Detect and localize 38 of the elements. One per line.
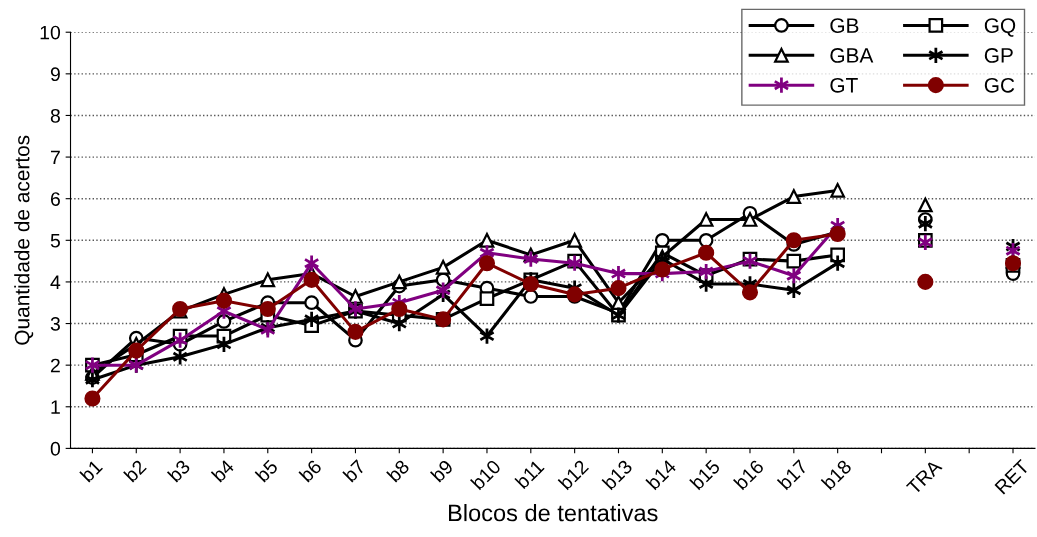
legend-label: GT xyxy=(830,77,858,93)
y-tick-label: 2 xyxy=(50,358,60,373)
y-tick-label: 6 xyxy=(50,192,60,206)
x-tick-label: b15 xyxy=(689,458,721,491)
y-tick-label: 1 xyxy=(51,400,60,414)
x-tick-label: b8 xyxy=(386,458,411,483)
legend-label: GB xyxy=(830,18,859,33)
y-tick-label: 5 xyxy=(50,233,60,248)
x-tick-label: b4 xyxy=(210,458,235,483)
y-axis-title: Quantidade de acertos xyxy=(14,135,34,345)
x-tick-label: TRA xyxy=(905,458,943,496)
legend-label: GQ xyxy=(984,18,1016,37)
x-tick-label: b3 xyxy=(166,458,191,483)
x-tick-label: b14 xyxy=(645,458,678,491)
legend-label: GBA xyxy=(830,48,874,63)
x-tick-label: b1 xyxy=(79,458,104,483)
y-tick-label: 7 xyxy=(50,150,60,165)
y-tick-label: 3 xyxy=(50,317,60,331)
x-axis-title: Blocos de tentativas xyxy=(449,503,658,522)
x-tick-label: b17 xyxy=(776,458,809,491)
x-tick-label: b13 xyxy=(601,458,634,491)
x-tick-label: b16 xyxy=(733,458,765,491)
x-tick-label: b5 xyxy=(254,458,279,483)
legend-label: GC xyxy=(984,77,1015,93)
x-tick-label: b2 xyxy=(123,458,147,483)
y-tick-label: 4 xyxy=(50,275,61,289)
legend-label: GP xyxy=(984,48,1013,63)
x-tick-label: b9 xyxy=(429,458,454,483)
x-tick-label: b6 xyxy=(298,458,323,483)
x-tick-label: b12 xyxy=(557,458,590,491)
y-tick-label: 0 xyxy=(50,441,61,456)
x-tick-label: b10 xyxy=(469,458,502,491)
x-tick-label: b18 xyxy=(820,458,853,491)
y-tick-label: 9 xyxy=(50,67,60,82)
y-tick-label: 8 xyxy=(50,108,60,123)
y-tick-label: 10 xyxy=(40,25,61,40)
x-tick-label: b7 xyxy=(342,458,367,483)
x-tick-label: b11 xyxy=(514,458,545,490)
